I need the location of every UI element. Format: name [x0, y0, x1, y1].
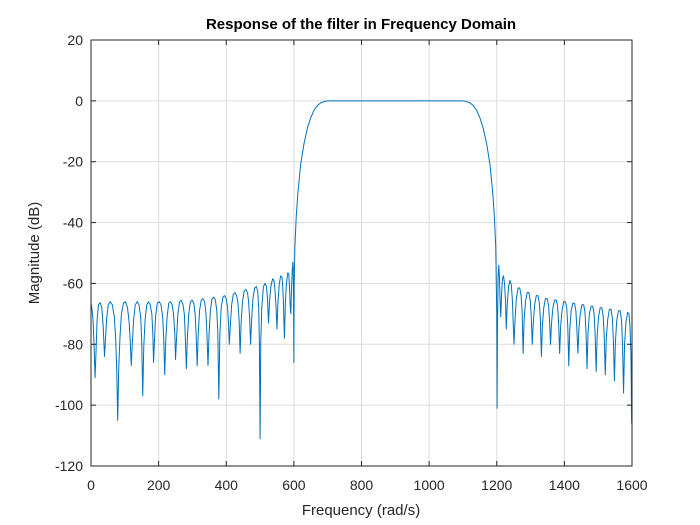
y-tick-label: -120 — [55, 458, 83, 474]
y-axis-label: Magnitude (dB) — [26, 202, 43, 305]
y-tick-label: -100 — [55, 397, 83, 413]
y-tick-label: 20 — [67, 32, 83, 48]
magnitude-response-line — [90, 100, 633, 440]
ticks: 0 200 400 600 800 1000 1200 1400 1600200-20-40-6… — [55, 32, 648, 493]
y-tick-label: -60 — [63, 275, 83, 291]
x-tick-label: 0 — [87, 477, 95, 493]
x-tick-label: 1000 — [414, 477, 445, 493]
x-tick-label: 200 — [147, 477, 171, 493]
x-tick-label: 400 — [215, 477, 239, 493]
y-tick-label: -20 — [63, 154, 83, 170]
x-tick-label: 1600 — [616, 477, 647, 493]
x-tick-label: 600 — [282, 477, 306, 493]
x-tick-label: 800 — [350, 477, 374, 493]
x-tick-label: 1400 — [549, 477, 580, 493]
series-layer — [90, 100, 633, 440]
y-tick-label: 0 — [75, 93, 83, 109]
x-axis-label: Frequency (rad/s) — [302, 502, 420, 519]
chart-title: Response of the filter in Frequency Doma… — [206, 16, 516, 33]
y-tick-label: -40 — [63, 215, 83, 231]
y-tick-label: -80 — [63, 336, 83, 352]
x-tick-label: 1200 — [481, 477, 512, 493]
